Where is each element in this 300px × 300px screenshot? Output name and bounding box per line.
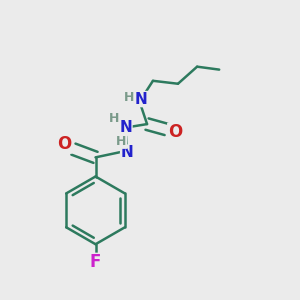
Text: F: F <box>90 254 101 272</box>
Text: N: N <box>121 145 134 160</box>
Text: N: N <box>135 92 148 106</box>
Text: O: O <box>168 123 182 141</box>
Text: N: N <box>119 120 132 135</box>
Text: H: H <box>116 135 127 148</box>
Text: H: H <box>109 112 119 125</box>
Text: H: H <box>124 91 135 104</box>
Text: O: O <box>58 135 72 153</box>
